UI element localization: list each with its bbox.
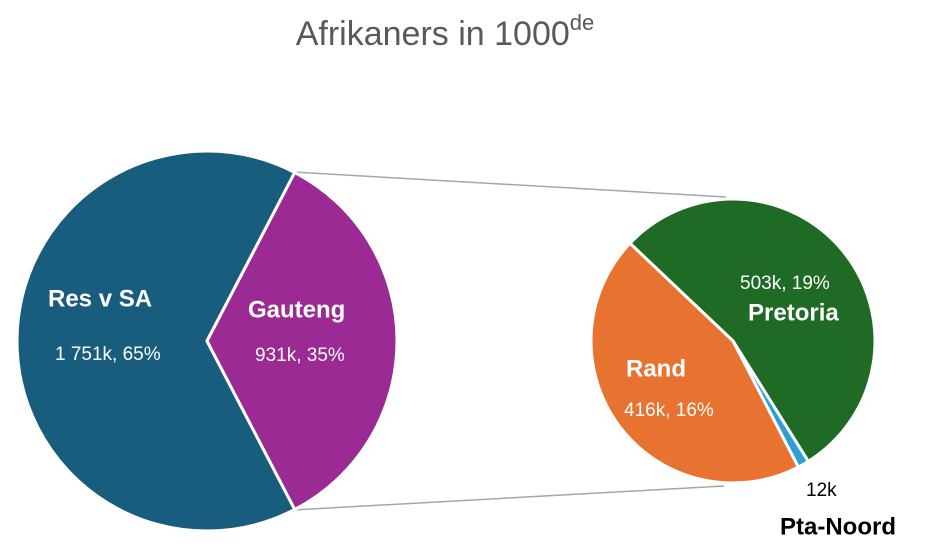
slice-label: Pretoria	[748, 299, 839, 326]
pie-slice	[589, 241, 800, 485]
slice-label: Pta-Noord	[780, 513, 896, 540]
title-main: Afrikaners in 1000	[296, 15, 570, 53]
slice-label: Gauteng	[248, 296, 345, 323]
slice-label: Rand	[626, 355, 686, 382]
pie-slice	[205, 170, 399, 512]
slice-label: Res v SA	[48, 285, 152, 312]
value-label: 931k, 35%	[255, 345, 345, 366]
value-label: 503k, 19%	[740, 273, 830, 294]
title-superscript: de	[570, 10, 594, 35]
value-label: 1 751k, 65%	[55, 344, 161, 365]
connector-line	[292, 485, 725, 511]
pie-slice	[15, 149, 297, 533]
value-label: 416k, 16%	[624, 400, 714, 421]
chart-title: Afrikaners in 1000de	[296, 10, 595, 53]
pie-slice	[628, 197, 877, 463]
connector-line	[292, 171, 727, 198]
value-label: 12k	[806, 480, 837, 501]
